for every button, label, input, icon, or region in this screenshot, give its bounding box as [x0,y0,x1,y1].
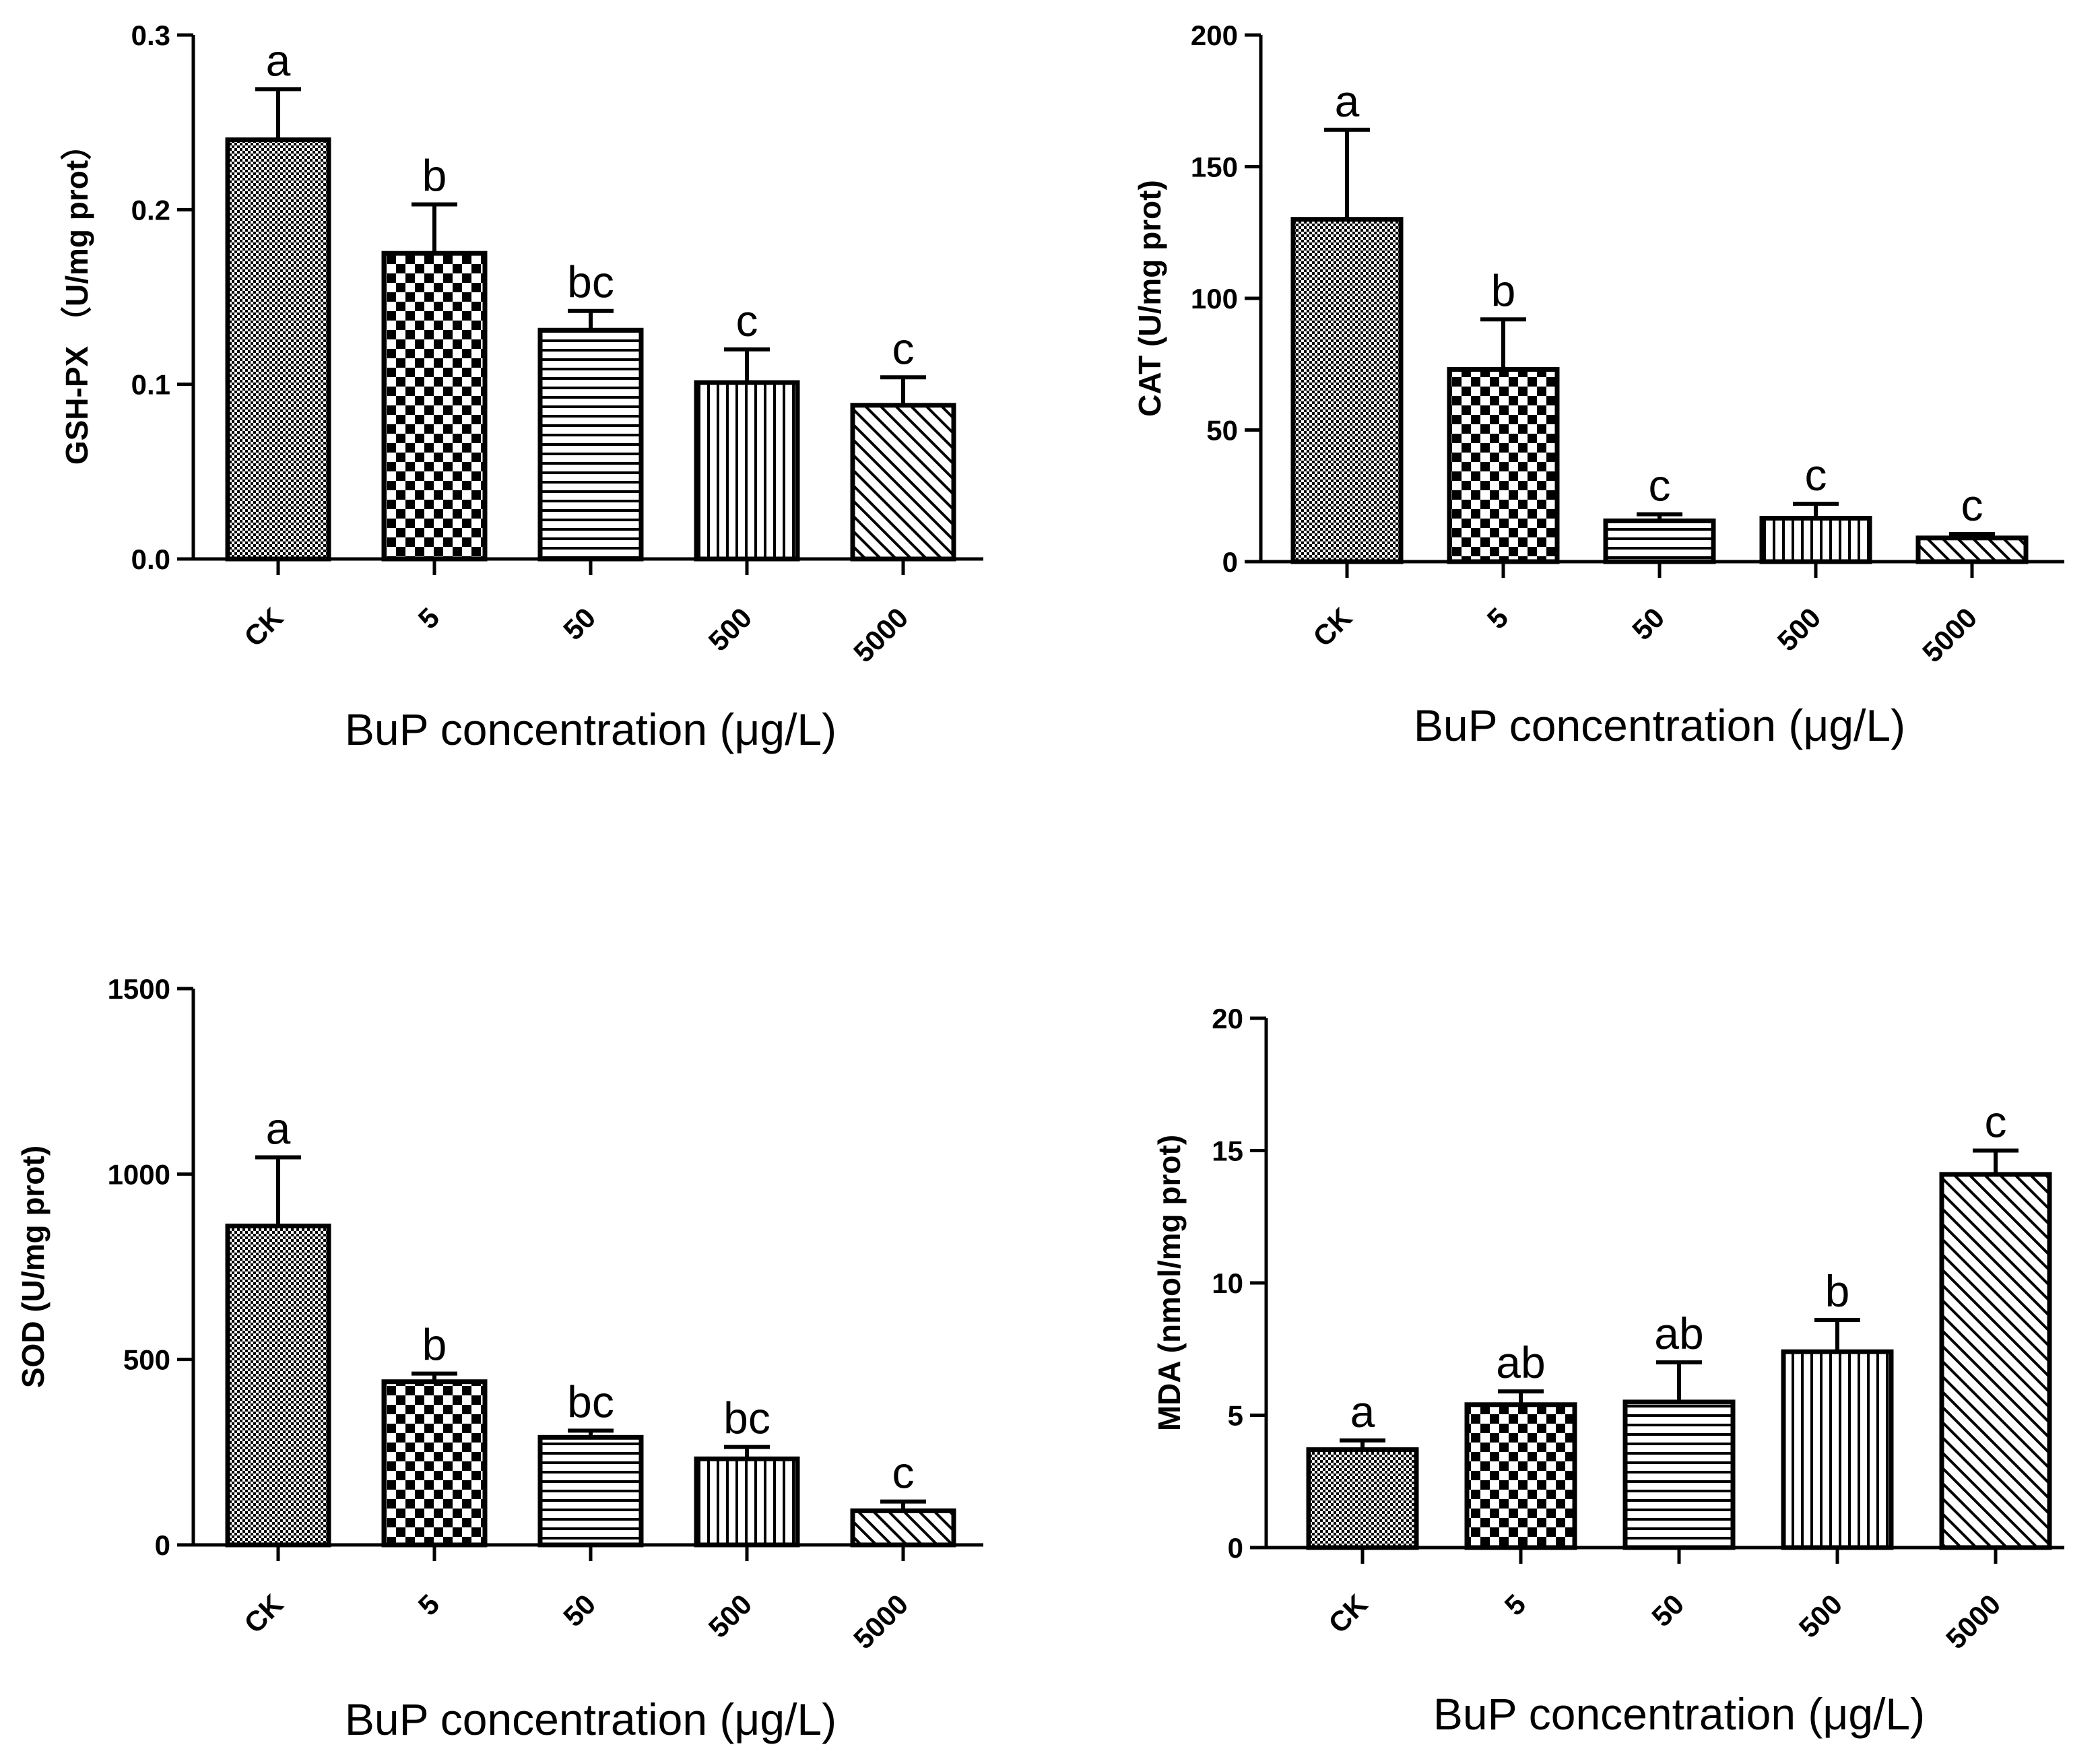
bar-5000 [1915,535,2029,564]
significance-label: b [422,1320,447,1370]
x-tick-label: 5 [412,601,446,635]
x-tick-label: 500 [702,601,758,657]
bar-5000 [850,403,956,562]
y-tick-label: 20 [1212,1003,1243,1034]
x-tick-label: 5000 [847,1588,914,1655]
bar-500 [694,1456,800,1548]
x-axis-label: BuP concentration (μg/L) [345,704,836,754]
x-axis-label: BuP concentration (μg/L) [1433,1689,1925,1739]
y-tick-label: 0.3 [131,20,170,51]
bar-ck [1290,217,1404,564]
y-tick-label: 50 [1206,415,1238,446]
significance-label: b [1491,265,1516,315]
panel-mda: 0 5 10 15 20 a CK ab 5 ab 50 b 500 c 5000 MDA (nmol/mg … [1152,1003,2064,1739]
x-tick-label: CK [238,601,289,653]
x-tick-label: 5 [412,1588,446,1622]
bar-500 [694,380,800,562]
significance-label: a [266,1104,291,1154]
bar-5 [381,251,488,562]
bar-ck [225,137,331,562]
significance-label: b [1825,1266,1850,1316]
y-tick-label: 0.2 [131,194,170,226]
significance-label: ab [1496,1337,1545,1387]
x-tick-label: 5000 [847,601,914,668]
y-tick-label: 0.1 [131,369,170,401]
significance-label: ab [1654,1309,1703,1358]
significance-label: c [892,323,915,373]
x-tick-label: 50 [1645,1588,1690,1632]
y-tick-label: 0 [155,1529,170,1561]
bar-50 [537,1434,644,1548]
bar-ck [1306,1447,1419,1550]
x-tick-label: CK [1307,601,1358,653]
significance-label: c [736,296,758,345]
x-tick-label: 500 [702,1588,758,1644]
y-tick-label: 1000 [108,1158,170,1190]
x-tick-label: CK [1322,1588,1373,1639]
x-tick-label: 5000 [1916,601,1983,668]
significance-label: bc [567,257,614,307]
bar-500 [1759,515,1872,564]
y-tick-label: 1500 [108,973,170,1005]
x-tick-label: 500 [1793,1588,1849,1644]
significance-label: c [892,1448,915,1498]
y-tick-label: 200 [1191,20,1238,51]
significance-label: bc [723,1393,770,1443]
y-tick-label: 500 [123,1344,170,1376]
significance-label: a [1350,1387,1375,1436]
significance-label: a [1335,76,1360,126]
bar-5 [381,1379,488,1548]
panel-gshpx: 0.0 0.1 0.2 0.3 a CK b 5 bc 50 c 500 c 5000 GSH-PX （U/… [59,20,983,754]
y-tick-label: 100 [1191,283,1238,314]
y-axis-label: MDA (nmol/mg prot) [1152,1135,1187,1431]
bar-50 [1603,518,1716,564]
bar-5000 [850,1508,956,1548]
bar-5000 [1939,1172,2052,1550]
panel-cat: 0 50 100 150 200 a CK b 5 c 50 c 500 c 5000 CAT (U/mg p… [1132,20,2064,750]
bar-50 [1622,1399,1736,1550]
y-axis-label: GSH-PX （U/mg prot） [59,129,94,465]
x-tick-label: 50 [1626,601,1670,646]
bar-5 [1447,367,1560,564]
y-tick-label: 10 [1212,1267,1243,1299]
bar-ck [225,1223,331,1548]
y-tick-label: 150 [1191,152,1238,183]
x-axis-label: BuP concentration (μg/L) [1414,700,1905,750]
y-axis-label: CAT (U/mg prot) [1132,180,1167,417]
x-tick-label: 50 [557,1588,601,1632]
y-tick-label: 5 [1228,1400,1243,1432]
significance-label: c [1805,450,1827,500]
significance-label: bc [567,1377,614,1426]
y-tick-label: 0.0 [131,543,170,575]
x-tick-label: CK [238,1588,289,1639]
bar-5 [1464,1402,1577,1550]
significance-label: c [1961,480,1983,530]
x-tick-label: 5000 [1940,1588,2006,1655]
y-tick-label: 15 [1212,1135,1243,1167]
panel-sod: 0 500 1000 1500 a CK b 5 bc 50 bc 500 c 5000 SOD (U/mg… [15,973,983,1744]
x-axis-label: BuP concentration (μg/L) [345,1694,836,1744]
bar-50 [537,327,644,562]
x-tick-label: 500 [1771,601,1827,657]
bar-500 [1781,1349,1894,1550]
x-tick-label: 5 [1481,601,1515,635]
y-axis-label: SOD (U/mg prot) [15,1146,51,1388]
significance-label: b [422,151,447,201]
y-tick-label: 0 [1222,546,1238,578]
significance-label: c [1985,1097,2007,1147]
significance-label: c [1649,461,1671,510]
x-tick-label: 50 [557,601,601,646]
significance-label: a [266,35,291,85]
y-tick-label: 0 [1228,1532,1243,1564]
x-tick-label: 5 [1499,1588,1532,1622]
